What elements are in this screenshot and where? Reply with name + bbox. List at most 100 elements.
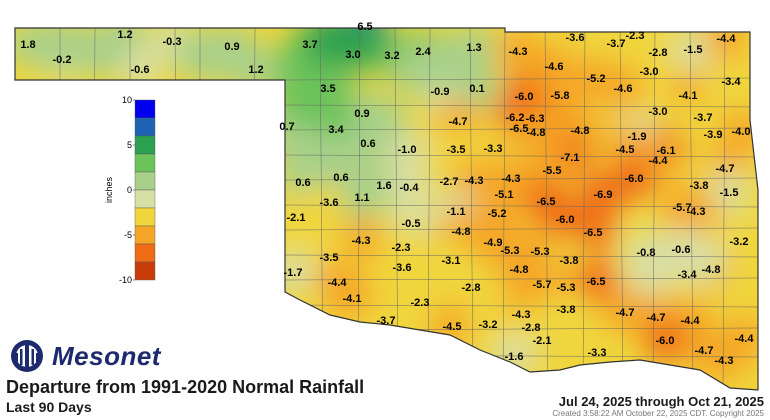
station-value: -4.1 — [679, 90, 698, 102]
field-blob — [330, 276, 374, 320]
field-blob — [674, 189, 718, 233]
station-value: -0.8 — [637, 247, 656, 259]
field-blob — [340, 175, 384, 219]
county-line — [284, 304, 758, 308]
field-blob — [398, 280, 442, 324]
field-blob — [581, 172, 625, 216]
station-value: -4.7 — [616, 307, 635, 319]
county-line — [427, 28, 431, 390]
legend-swatch — [134, 243, 156, 263]
field-blob — [314, 134, 366, 186]
station-value: 3.4 — [328, 124, 344, 136]
field-blob — [307, 180, 351, 224]
county-line — [722, 28, 726, 390]
station-value: -1.5 — [684, 44, 703, 56]
station-value: -1.1 — [447, 206, 466, 218]
station-value: 0.6 — [295, 177, 310, 189]
station-value: -3.7 — [694, 112, 713, 124]
station-value: -3.8 — [560, 255, 579, 267]
station-value: -0.2 — [53, 54, 72, 66]
station-value: -3.5 — [320, 252, 339, 264]
station-value: -4.3 — [687, 206, 706, 218]
map-title: Departure from 1991-2020 Normal Rainfall — [6, 377, 365, 397]
station-value: -3.9 — [704, 129, 723, 141]
station-value: -1.9 — [628, 131, 647, 143]
station-value: 0.6 — [360, 138, 375, 150]
field-blob — [624, 244, 676, 296]
station-value: -4.1 — [343, 293, 362, 305]
station-value: -6.0 — [625, 173, 644, 185]
station-value: -3.8 — [557, 304, 576, 316]
county-line — [284, 104, 758, 108]
legend-swatch — [134, 135, 156, 155]
station-value: -6.2 — [506, 112, 525, 124]
date-range: Jul 24, 2025 through Oct 21, 2025 — [558, 394, 764, 409]
station-value: 0.9 — [354, 108, 369, 120]
station-value: 3.5 — [320, 83, 335, 95]
legend-color-bar — [134, 99, 156, 281]
station-value: -3.2 — [479, 319, 498, 331]
station-value: -2.3 — [411, 297, 430, 309]
field-blob — [674, 234, 726, 286]
station-value: -3.7 — [607, 38, 626, 50]
field-blob — [544, 287, 588, 331]
station-value: 1.1 — [354, 192, 369, 204]
field-blob — [424, 34, 476, 86]
station-value: -3.1 — [442, 255, 461, 267]
mesonet-logo-icon — [11, 340, 43, 372]
county-line — [252, 28, 256, 390]
station-value: -7.1 — [561, 152, 580, 164]
field-blob — [707, 170, 751, 214]
county-line — [284, 204, 758, 208]
field-blob — [514, 110, 558, 154]
station-value: -0.6 — [672, 244, 691, 256]
station-value: -1.6 — [505, 351, 524, 363]
station-value: -3.6 — [320, 197, 339, 209]
station-value: 1.8 — [20, 39, 35, 51]
station-value: -3.0 — [649, 106, 668, 118]
station-value: -0.5 — [402, 218, 421, 230]
station-value: -4.4 — [717, 33, 737, 45]
station-value: -4.9 — [484, 237, 503, 249]
station-value: -1.0 — [398, 144, 417, 156]
station-value: -3.6 — [393, 262, 412, 274]
station-value: -4.4 — [328, 277, 348, 289]
station-value: -2.8 — [649, 47, 668, 59]
station-value: -4.6 — [614, 83, 633, 95]
station-value: -2.8 — [462, 282, 481, 294]
legend-unit-label: inches — [104, 176, 114, 203]
field-blob — [387, 165, 431, 209]
station-value: 0.9 — [224, 41, 239, 53]
county-line — [284, 127, 758, 131]
station-value: -6.5 — [510, 123, 529, 135]
mesonet-brand: Mesonet — [6, 338, 161, 374]
legend-swatch — [134, 225, 156, 245]
county-line — [502, 28, 506, 390]
station-value: -6.1 — [657, 145, 676, 157]
map-subtitle: Last 90 Days — [6, 399, 92, 415]
legend-tick: 10 — [122, 95, 132, 105]
field-blob — [380, 245, 424, 289]
county-line — [284, 177, 758, 181]
station-value: -3.7 — [377, 315, 396, 327]
county-line — [619, 28, 624, 390]
station-value: -5.3 — [501, 245, 520, 257]
legend: 10 5 0 -5 -10 inches — [104, 95, 156, 285]
field-blob — [574, 259, 618, 303]
station-value: -5.7 — [533, 279, 552, 291]
station-value: -5.3 — [557, 282, 576, 294]
county-line — [284, 77, 758, 81]
field-blob — [466, 302, 510, 346]
station-value: 0.1 — [469, 83, 484, 95]
county-line — [652, 28, 656, 390]
station-value: -4.7 — [716, 163, 735, 175]
field-blob — [643, 318, 687, 362]
station-value: -5.3 — [531, 246, 550, 258]
county-line — [689, 28, 694, 390]
station-value: 3.7 — [302, 39, 317, 51]
station-value: -4.8 — [510, 264, 529, 276]
station-value: -3.6 — [566, 32, 585, 44]
station-value: -6.3 — [526, 113, 545, 125]
station-value: -2.7 — [440, 176, 459, 188]
